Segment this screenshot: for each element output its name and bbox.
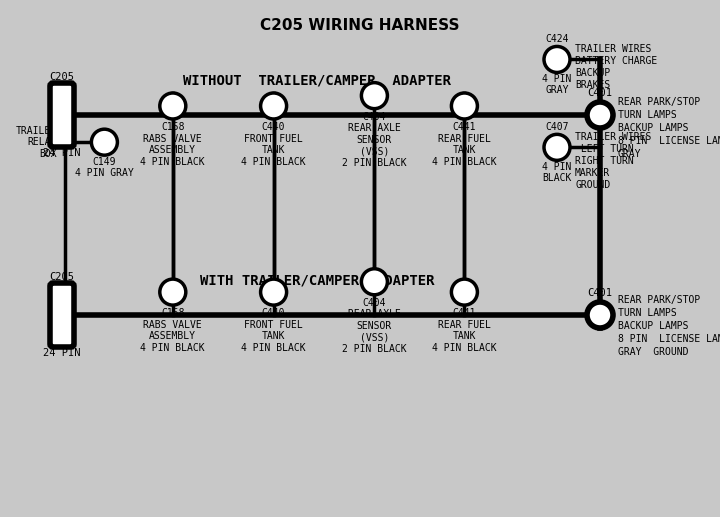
- Text: WITHOUT  TRAILER/CAMPER  ADAPTER: WITHOUT TRAILER/CAMPER ADAPTER: [183, 73, 451, 87]
- Text: 4 PIN: 4 PIN: [542, 162, 572, 172]
- Circle shape: [544, 134, 570, 160]
- Text: 4 PIN GRAY: 4 PIN GRAY: [75, 168, 134, 178]
- Text: BRAKES: BRAKES: [575, 81, 611, 90]
- Text: TRAILER WIRES: TRAILER WIRES: [575, 44, 652, 54]
- Text: GRAY  GROUND: GRAY GROUND: [618, 347, 688, 357]
- Text: REAR PARK/STOP: REAR PARK/STOP: [618, 97, 701, 107]
- Circle shape: [91, 129, 117, 155]
- Text: C401: C401: [588, 88, 613, 98]
- Text: 4 PIN: 4 PIN: [542, 74, 572, 84]
- Text: C441
REAR FUEL
TANK
4 PIN BLACK: C441 REAR FUEL TANK 4 PIN BLACK: [432, 122, 497, 167]
- Circle shape: [587, 102, 613, 128]
- Text: GROUND: GROUND: [575, 180, 611, 190]
- Text: C441
REAR FUEL
TANK
4 PIN BLACK: C441 REAR FUEL TANK 4 PIN BLACK: [432, 308, 497, 353]
- Text: BACKUP LAMPS: BACKUP LAMPS: [618, 123, 688, 133]
- FancyBboxPatch shape: [50, 283, 74, 347]
- Text: TURN LAMPS: TURN LAMPS: [618, 308, 677, 318]
- Text: C407: C407: [545, 123, 569, 132]
- Circle shape: [451, 93, 477, 119]
- Text: C149: C149: [93, 157, 116, 167]
- Text: TRAILER WIRES: TRAILER WIRES: [575, 132, 652, 142]
- Circle shape: [544, 47, 570, 72]
- Text: MARKER: MARKER: [575, 169, 611, 178]
- Circle shape: [160, 93, 186, 119]
- Text: C440
FRONT FUEL
TANK
4 PIN BLACK: C440 FRONT FUEL TANK 4 PIN BLACK: [241, 308, 306, 353]
- Circle shape: [160, 279, 186, 305]
- Circle shape: [261, 93, 287, 119]
- Text: GRAY: GRAY: [545, 85, 569, 96]
- Text: C205: C205: [50, 272, 74, 282]
- Text: C205: C205: [50, 72, 74, 82]
- Text: TRAILER
RELAY
BOX: TRAILER RELAY BOX: [16, 126, 57, 159]
- Text: 8 PIN  LICENSE LAMPS: 8 PIN LICENSE LAMPS: [618, 136, 720, 146]
- Circle shape: [451, 279, 477, 305]
- FancyBboxPatch shape: [50, 83, 74, 147]
- Text: C404
REAR AXLE
SENSOR
(VSS)
2 PIN BLACK: C404 REAR AXLE SENSOR (VSS) 2 PIN BLACK: [342, 298, 407, 354]
- Text: TURN LAMPS: TURN LAMPS: [618, 110, 677, 120]
- Text: C158
RABS VALVE
ASSEMBLY
4 PIN BLACK: C158 RABS VALVE ASSEMBLY 4 PIN BLACK: [140, 308, 205, 353]
- Text: C424: C424: [545, 35, 569, 44]
- Text: C404
REAR AXLE
SENSOR
(VSS)
2 PIN BLACK: C404 REAR AXLE SENSOR (VSS) 2 PIN BLACK: [342, 112, 407, 168]
- Text: BLACK: BLACK: [542, 173, 572, 184]
- Circle shape: [361, 83, 387, 109]
- Text: WITH TRAILER/CAMPER  ADAPTER: WITH TRAILER/CAMPER ADAPTER: [199, 273, 434, 287]
- Text: LEFT TURN: LEFT TURN: [575, 144, 634, 155]
- Text: REAR PARK/STOP: REAR PARK/STOP: [618, 295, 701, 305]
- Text: C158
RABS VALVE
ASSEMBLY
4 PIN BLACK: C158 RABS VALVE ASSEMBLY 4 PIN BLACK: [140, 122, 205, 167]
- Circle shape: [261, 279, 287, 305]
- Text: 24 PIN: 24 PIN: [43, 348, 81, 358]
- Text: BACKUP LAMPS: BACKUP LAMPS: [618, 321, 688, 331]
- Text: GRAY: GRAY: [618, 149, 642, 159]
- Circle shape: [587, 302, 613, 328]
- Text: C440
FRONT FUEL
TANK
4 PIN BLACK: C440 FRONT FUEL TANK 4 PIN BLACK: [241, 122, 306, 167]
- Text: BATTERY CHARGE: BATTERY CHARGE: [575, 56, 657, 67]
- Circle shape: [361, 269, 387, 295]
- Text: C401: C401: [588, 288, 613, 298]
- Text: RIGHT TURN: RIGHT TURN: [575, 156, 634, 166]
- Text: 8 PIN  LICENSE LAMPS: 8 PIN LICENSE LAMPS: [618, 334, 720, 344]
- Text: 24 PIN: 24 PIN: [43, 148, 81, 158]
- Text: C205 WIRING HARNESS: C205 WIRING HARNESS: [260, 18, 460, 33]
- Text: BACKUP: BACKUP: [575, 68, 611, 79]
